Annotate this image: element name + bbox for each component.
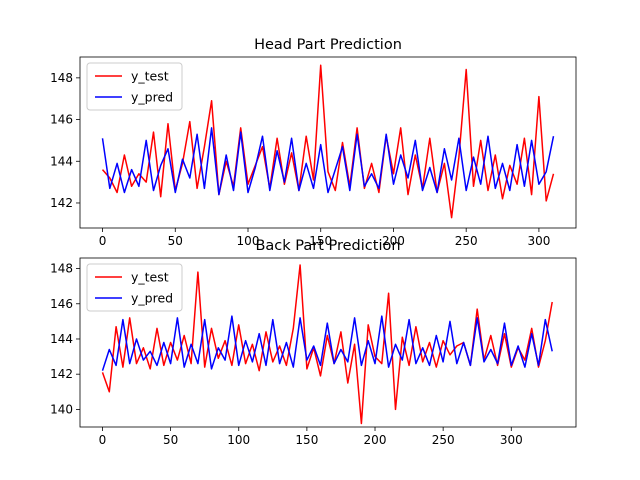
back-x-tick-label: 50 [163, 433, 178, 447]
head-x-tick-label: 250 [455, 234, 478, 248]
head-legend: y_test y_pred [86, 62, 183, 111]
back-legend-label-y-pred: y_pred [131, 291, 173, 306]
back-y-tick-label: 144 [50, 332, 73, 346]
back-x-tick-label: 250 [432, 433, 455, 447]
head-legend-label-y-test: y_test [131, 69, 169, 84]
head-legend-box [86, 62, 183, 111]
head-y-tick-label: 148 [50, 71, 73, 85]
back-legend: y_test y_pred [86, 263, 183, 312]
head-part-chart: Head Part Prediction 0 50 100 150 200 250 300 14… [50, 37, 577, 248]
back-y-tick-label: 146 [50, 297, 73, 311]
back-x-tick-label: 0 [99, 433, 107, 447]
back-x-tick-label: 200 [364, 433, 387, 447]
head-x-tick-label: 100 [237, 234, 260, 248]
back-part-chart: Back Part Prediction 0 50 100 150 200 250 300 14… [50, 238, 577, 447]
head-x-tick-label: 150 [309, 234, 332, 248]
back-x-tick-label: 100 [227, 433, 250, 447]
head-axes-frame [79, 56, 577, 229]
head-y-tick-label: 144 [50, 154, 73, 168]
head-chart-title: Head Part Prediction [254, 37, 402, 53]
head-x-tick-label: 0 [99, 234, 107, 248]
head-x-tick-label: 50 [168, 234, 183, 248]
back-chart-title: Back Part Prediction [255, 238, 400, 254]
back-series-line-y-test [101, 264, 553, 425]
back-x-tick-label: 150 [295, 433, 318, 447]
back-axes-frame [79, 257, 577, 428]
head-x-tick-label: 300 [527, 234, 550, 248]
head-y-tick-label: 142 [50, 196, 73, 210]
back-y-tick-label: 140 [50, 402, 73, 416]
back-x-tick-label: 300 [500, 433, 523, 447]
back-y-tick-label: 142 [50, 367, 73, 381]
back-legend-label-y-test: y_test [131, 270, 169, 285]
head-x-tick-label: 200 [382, 234, 405, 248]
back-y-tick-label: 148 [50, 262, 73, 276]
back-legend-box [86, 263, 183, 312]
head-legend-label-y-pred: y_pred [131, 90, 173, 105]
back-series-line-y-pred [101, 315, 553, 371]
head-y-tick-label: 146 [50, 113, 73, 127]
head-series-line-y-pred [101, 127, 555, 196]
